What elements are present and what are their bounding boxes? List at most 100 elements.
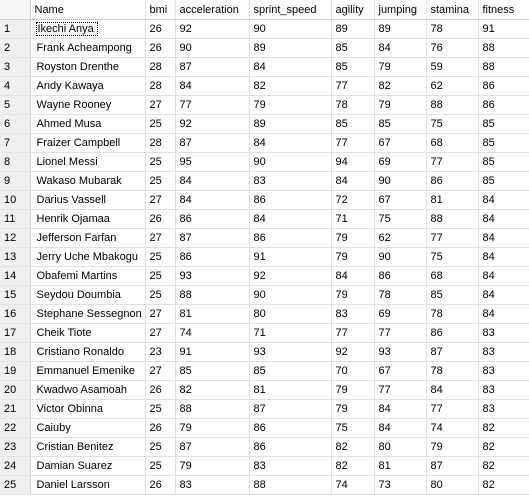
row-number-cell[interactable]: 23 bbox=[0, 437, 31, 457]
row-number-cell[interactable]: 15 bbox=[0, 285, 31, 305]
cell-name[interactable]: Cristiano Ronaldo bbox=[30, 342, 146, 362]
cell-stamina[interactable]: 78 bbox=[426, 304, 479, 324]
table-row[interactable]: 6 Ahmed Musa 25 92 89 85 85 75 85 bbox=[0, 114, 529, 134]
cell-bmi[interactable]: 27 bbox=[145, 361, 176, 381]
cell-acceleration[interactable]: 79 bbox=[175, 456, 250, 476]
column-header-sprint-speed[interactable]: sprint_speed bbox=[249, 0, 332, 20]
cell-sprint-speed[interactable]: 84 bbox=[249, 57, 332, 77]
cell-fitness[interactable]: 82 bbox=[478, 437, 529, 457]
cell-fitness[interactable]: 91 bbox=[478, 19, 529, 39]
cell-bmi[interactable]: 25 bbox=[145, 456, 176, 476]
cell-bmi[interactable]: 25 bbox=[145, 437, 176, 457]
cell-jumping[interactable]: 77 bbox=[374, 380, 427, 400]
row-number-cell[interactable]: 16 bbox=[0, 304, 31, 324]
cell-sprint-speed[interactable]: 89 bbox=[249, 38, 332, 58]
cell-jumping[interactable]: 93 bbox=[374, 342, 427, 362]
cell-jumping[interactable]: 80 bbox=[374, 437, 427, 457]
cell-agility[interactable]: 79 bbox=[331, 380, 375, 400]
column-header-acceleration[interactable]: acceleration bbox=[175, 0, 250, 20]
table-row[interactable]: 11 Henrik Ojamaa 26 86 84 71 75 88 84 bbox=[0, 209, 529, 229]
cell-stamina[interactable]: 75 bbox=[426, 114, 479, 134]
cell-name[interactable]: Fraizer Campbell bbox=[30, 133, 146, 153]
cell-sprint-speed[interactable]: 81 bbox=[249, 380, 332, 400]
cell-acceleration[interactable]: 87 bbox=[175, 228, 250, 248]
cell-name[interactable]: Henrik Ojamaa bbox=[30, 209, 146, 229]
column-header-stamina[interactable]: stamina bbox=[426, 0, 479, 20]
cell-fitness[interactable]: 85 bbox=[478, 152, 529, 172]
table-row[interactable]: 23 Cristian Benitez 25 87 86 82 80 79 82 bbox=[0, 437, 529, 457]
cell-name[interactable]: Andy Kawaya bbox=[30, 76, 146, 96]
cell-name[interactable]: Emmanuel Emenike bbox=[30, 361, 146, 381]
cell-jumping[interactable]: 77 bbox=[374, 323, 427, 343]
cell-acceleration[interactable]: 87 bbox=[175, 57, 250, 77]
cell-name[interactable]: Jefferson Farfan bbox=[30, 228, 146, 248]
cell-stamina[interactable]: 78 bbox=[426, 361, 479, 381]
cell-stamina[interactable]: 80 bbox=[426, 475, 479, 495]
cell-sprint-speed[interactable]: 92 bbox=[249, 266, 332, 286]
cell-jumping[interactable]: 73 bbox=[374, 475, 427, 495]
cell-name[interactable]: Stephane Sessegnon bbox=[30, 304, 146, 324]
cell-acceleration[interactable]: 84 bbox=[175, 190, 250, 210]
table-row[interactable]: 9 Wakaso Mubarak 25 84 83 84 90 86 85 bbox=[0, 171, 529, 191]
cell-jumping[interactable]: 69 bbox=[374, 304, 427, 324]
table-row[interactable]: 14 Obafemi Martins 25 93 92 84 86 68 84 bbox=[0, 266, 529, 286]
cell-name[interactable]: Kwadwo Asamoah bbox=[30, 380, 146, 400]
row-number-cell[interactable]: 20 bbox=[0, 380, 31, 400]
cell-agility[interactable]: 92 bbox=[331, 342, 375, 362]
cell-jumping[interactable]: 62 bbox=[374, 228, 427, 248]
cell-stamina[interactable]: 87 bbox=[426, 456, 479, 476]
cell-bmi[interactable]: 25 bbox=[145, 266, 176, 286]
cell-agility[interactable]: 71 bbox=[331, 209, 375, 229]
cell-sprint-speed[interactable]: 88 bbox=[249, 475, 332, 495]
cell-stamina[interactable]: 88 bbox=[426, 209, 479, 229]
row-number-cell[interactable]: 25 bbox=[0, 475, 31, 495]
cell-name[interactable]: Wakaso Mubarak bbox=[30, 171, 146, 191]
cell-fitness[interactable]: 84 bbox=[478, 304, 529, 324]
cell-jumping[interactable]: 86 bbox=[374, 266, 427, 286]
cell-bmi[interactable]: 25 bbox=[145, 247, 176, 267]
cell-jumping[interactable]: 89 bbox=[374, 19, 427, 39]
row-number-cell[interactable]: 13 bbox=[0, 247, 31, 267]
cell-fitness[interactable]: 85 bbox=[478, 114, 529, 134]
cell-sprint-speed[interactable]: 90 bbox=[249, 19, 332, 39]
cell-jumping[interactable]: 69 bbox=[374, 152, 427, 172]
column-header-jumping[interactable]: jumping bbox=[374, 0, 427, 20]
cell-agility[interactable]: 78 bbox=[331, 95, 375, 115]
row-number-cell[interactable]: 19 bbox=[0, 361, 31, 381]
cell-fitness[interactable]: 84 bbox=[478, 285, 529, 305]
cell-fitness[interactable]: 83 bbox=[478, 399, 529, 419]
cell-bmi[interactable]: 26 bbox=[145, 418, 176, 438]
cell-fitness[interactable]: 85 bbox=[478, 133, 529, 153]
cell-sprint-speed[interactable]: 71 bbox=[249, 323, 332, 343]
cell-stamina[interactable]: 84 bbox=[426, 380, 479, 400]
cell-fitness[interactable]: 82 bbox=[478, 456, 529, 476]
cell-bmi[interactable]: 25 bbox=[145, 171, 176, 191]
cell-fitness[interactable]: 86 bbox=[478, 76, 529, 96]
table-row[interactable]: 25 Daniel Larsson 26 83 88 74 73 80 82 bbox=[0, 475, 529, 495]
row-number-cell[interactable]: 12 bbox=[0, 228, 31, 248]
cell-sprint-speed[interactable]: 89 bbox=[249, 114, 332, 134]
cell-stamina[interactable]: 79 bbox=[426, 437, 479, 457]
table-row[interactable]: 10 Darius Vassell 27 84 86 72 67 81 84 bbox=[0, 190, 529, 210]
row-number-cell[interactable]: 17 bbox=[0, 323, 31, 343]
cell-acceleration[interactable]: 83 bbox=[175, 475, 250, 495]
row-number-cell[interactable]: 14 bbox=[0, 266, 31, 286]
cell-sprint-speed[interactable]: 90 bbox=[249, 285, 332, 305]
cell-stamina[interactable]: 76 bbox=[426, 38, 479, 58]
row-number-cell[interactable]: 22 bbox=[0, 418, 31, 438]
cell-fitness[interactable]: 84 bbox=[478, 247, 529, 267]
cell-fitness[interactable]: 84 bbox=[478, 209, 529, 229]
cell-fitness[interactable]: 83 bbox=[478, 323, 529, 343]
cell-jumping[interactable]: 75 bbox=[374, 209, 427, 229]
cell-bmi[interactable]: 26 bbox=[145, 38, 176, 58]
cell-acceleration[interactable]: 90 bbox=[175, 38, 250, 58]
cell-agility[interactable]: 72 bbox=[331, 190, 375, 210]
cell-bmi[interactable]: 26 bbox=[145, 380, 176, 400]
row-number-cell[interactable]: 5 bbox=[0, 95, 31, 115]
cell-jumping[interactable]: 84 bbox=[374, 399, 427, 419]
table-row[interactable]: 15 Seydou Doumbia 25 88 90 79 78 85 84 bbox=[0, 285, 529, 305]
cell-acceleration[interactable]: 88 bbox=[175, 285, 250, 305]
cell-jumping[interactable]: 85 bbox=[374, 114, 427, 134]
cell-sprint-speed[interactable]: 84 bbox=[249, 133, 332, 153]
row-number-cell[interactable]: 3 bbox=[0, 57, 31, 77]
